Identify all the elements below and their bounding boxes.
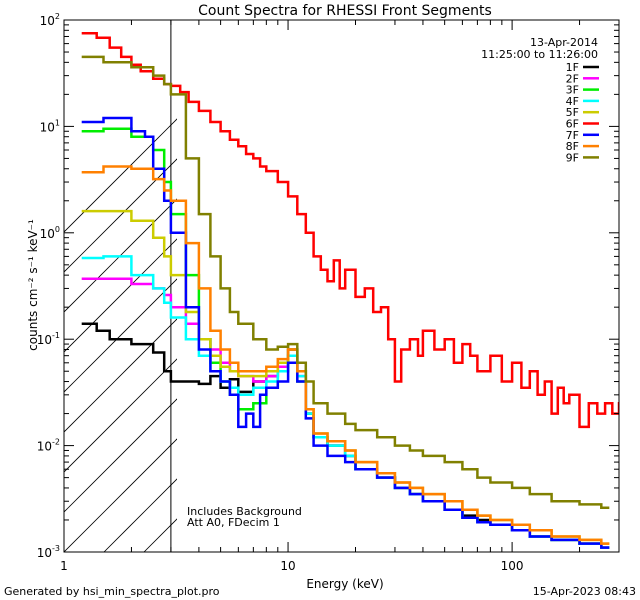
- hatch-line: [64, 198, 177, 313]
- y-axis-label: counts cm⁻² s⁻¹ keV⁻¹: [26, 219, 40, 351]
- hatch-line: [64, 318, 177, 433]
- y-tick-label: 100: [40, 225, 60, 241]
- legend-label: 4F: [566, 95, 579, 108]
- y-tick-label: 101: [40, 118, 60, 134]
- x-tick-label: 100: [501, 559, 524, 573]
- x-tick-label: 1: [60, 559, 68, 573]
- x-tick-labels: 1 10 100: [60, 559, 523, 573]
- series-line-8f: [81, 165, 610, 545]
- axis-ticks: [63, 19, 620, 553]
- footer-timestamp: 15-Apr-2023 08:43: [533, 585, 636, 598]
- series-line-9f: [81, 55, 610, 510]
- series-line-1f: [81, 322, 610, 549]
- annotation-attenuator: Att A0, FDecim 1: [187, 516, 280, 529]
- hatch-line: [64, 118, 177, 233]
- time-range-label: 11:25:00 to 11:26:00: [481, 48, 598, 61]
- hatch-line: [624, 20, 640, 552]
- x-tick-label: 10: [280, 559, 295, 573]
- series-line-7f: [81, 116, 610, 549]
- y-tick-label: 102: [40, 12, 60, 28]
- hatch-line: [64, 398, 177, 513]
- hatch-line: [384, 20, 640, 552]
- y-tick-label: 10-1: [37, 331, 60, 347]
- annotation-background: Includes Background: [187, 505, 302, 518]
- legend-label: 5F: [566, 106, 579, 119]
- legend-label: 9F: [566, 151, 579, 164]
- plot-frame: [63, 19, 620, 553]
- series-line-6f: [81, 32, 619, 429]
- legend-label: 6F: [566, 118, 579, 131]
- legend-label: 2F: [566, 72, 579, 85]
- legend-label: 8F: [566, 140, 579, 153]
- hatch-line: [424, 20, 640, 552]
- series-group: [81, 32, 619, 549]
- hatch-line: [103, 478, 177, 552]
- x-axis-label: Energy (keV): [306, 577, 383, 591]
- hatch-line: [64, 358, 177, 473]
- series-line-4f: [81, 255, 610, 549]
- hatch-line: [64, 278, 177, 393]
- hatch-line: [64, 438, 177, 552]
- footer-generated-by: Generated by hsi_min_spectra_plot.pro: [4, 585, 220, 598]
- y-tick-label: 10-3: [37, 544, 60, 560]
- hatch-line: [64, 238, 177, 353]
- y-tick-labels: 102 101 100 10-1 10-2 10-3: [37, 12, 60, 560]
- legend-label: 3F: [566, 84, 579, 97]
- date-label: 13-Apr-2014: [530, 36, 598, 49]
- legend-label: 1F: [566, 61, 579, 74]
- chart-title: Count Spectra for RHESSI Front Segments: [198, 3, 492, 19]
- hatch-line: [464, 20, 640, 552]
- y-tick-label: 10-2: [37, 438, 60, 454]
- excluded-region-hatch: [64, 20, 640, 552]
- series-line-3f: [81, 127, 610, 549]
- legend-label: 7F: [566, 129, 579, 142]
- hatch-line: [64, 158, 177, 273]
